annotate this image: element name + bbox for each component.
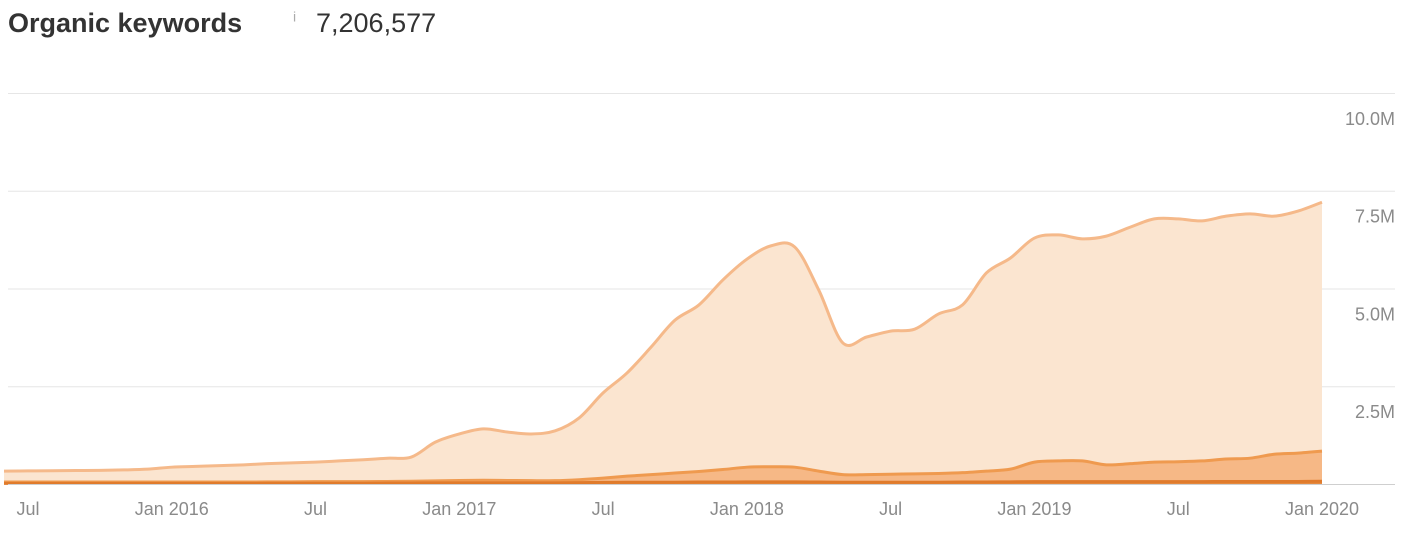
plot xyxy=(3,200,1323,485)
x-tick-label: Jan 2020 xyxy=(1285,499,1359,519)
x-tick-label: Jul xyxy=(16,499,39,519)
info-icon[interactable]: i xyxy=(293,9,296,25)
x-tick-label: Jul xyxy=(1167,499,1190,519)
x-tick-label: Jan 2017 xyxy=(422,499,496,519)
y-tick-label: 2.5M xyxy=(1355,402,1395,422)
x-tick-label: Jul xyxy=(304,499,327,519)
summary-value: 7,206,577 xyxy=(316,8,436,38)
x-tick-label: Jan 2019 xyxy=(997,499,1071,519)
area xyxy=(4,202,1322,484)
area xyxy=(4,451,1322,484)
x-tick-label: Jul xyxy=(592,499,615,519)
line xyxy=(3,200,1323,473)
y-tick-label: 7.5M xyxy=(1355,207,1395,227)
x-tick-label: Jan 2018 xyxy=(710,499,784,519)
y-tick-label: 5.0M xyxy=(1355,304,1395,324)
line xyxy=(3,479,1323,485)
chart-title: Organic keywords xyxy=(8,8,242,38)
y-tick-label: 10.0M xyxy=(1345,109,1395,129)
axes: 2.5M 5.0M 7.5M 10.0M Jul Jan 2016 Jul Jan 2017 J… xyxy=(16,109,1395,519)
x-tick-label: Jan 2016 xyxy=(135,499,209,519)
x-tick-label: Jul xyxy=(879,499,902,519)
